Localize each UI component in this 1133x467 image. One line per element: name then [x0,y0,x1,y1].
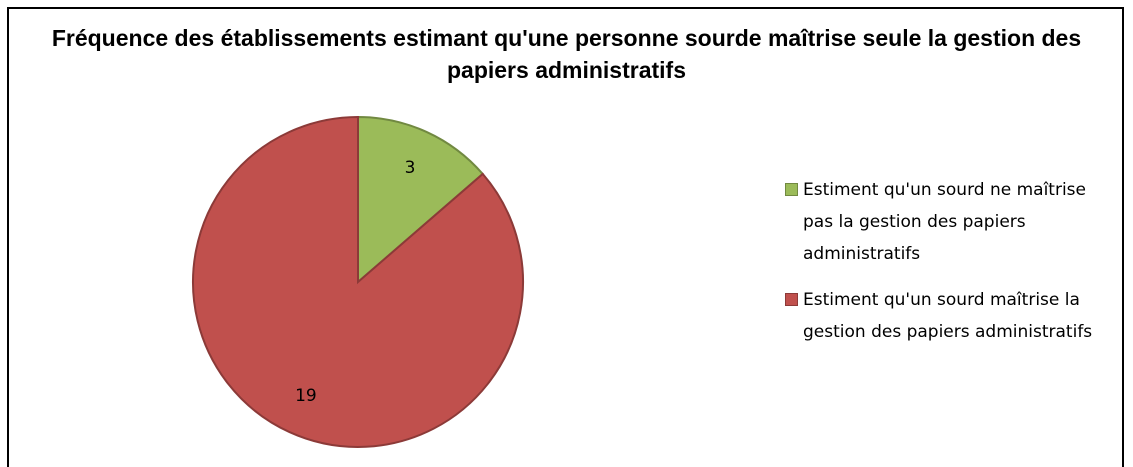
data-label: 3 [405,158,416,178]
pie-slice [192,115,524,448]
legend-entry: Estiment qu'un sourd ne maîtrise pas la … [785,174,1095,270]
legend-swatch [785,293,798,306]
legend-entry: Estiment qu'un sourd maîtrise la gestion… [785,284,1095,348]
chart-title: Fréquence des établissements estimant qu… [51,25,1082,83]
data-label: 19 [295,386,317,406]
legend-label: Estiment qu'un sourd ne maîtrise pas la … [803,180,1086,264]
legend-label: Estiment qu'un sourd maîtrise la gestion… [803,290,1093,342]
chart-frame [7,7,1124,467]
legend-swatch [785,183,798,196]
pie-slice [357,115,485,285]
